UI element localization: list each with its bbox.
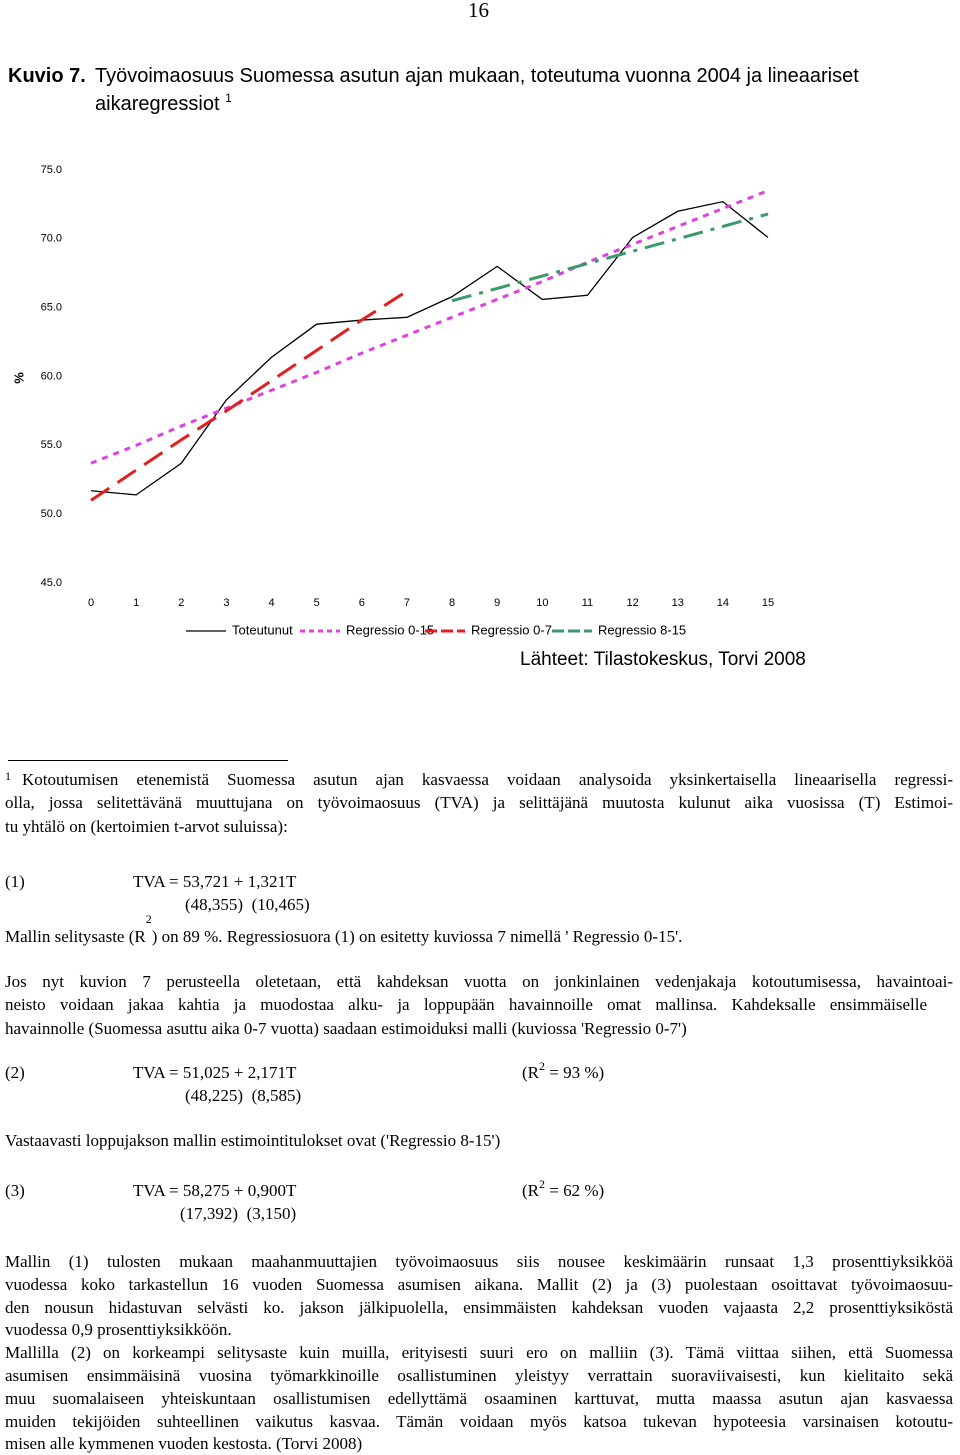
text: = 93 %)	[545, 1063, 605, 1082]
y-tick-label: 55.0	[41, 439, 62, 451]
text: (R	[522, 1063, 539, 1082]
series-line	[90, 200, 769, 496]
legend-label: Regressio 8-15	[598, 622, 686, 637]
paragraph-line: vuodessa koko tarkastellun 16 vuoden Suo…	[5, 1274, 953, 1294]
paragraph-line: muu suomalaiseen yhteiskuntaan osallistu…	[5, 1388, 953, 1408]
text: Mallin selitysaste (R	[5, 927, 146, 946]
text: (R	[522, 1181, 539, 1200]
fit-note: Mallin selitysaste (R2) on 89 %. Regress…	[5, 912, 683, 948]
t-values: (17,392) (3,150)	[180, 1204, 297, 1223]
r-squared: (R2 = 62 %)	[522, 1177, 605, 1202]
paragraph-line: neisto voidaan jakaa kahtia ja muodostaa…	[5, 995, 927, 1014]
equation: TVA = 58,275 + 0,900T	[133, 1181, 297, 1200]
paragraph-line: misen alle kymmenen vuoden kestosta. (To…	[5, 1434, 363, 1454]
legend-label: Regressio 0-7	[471, 622, 552, 637]
figure-caption: Työvoimaosuus Suomessa asutun ajan mukaa…	[95, 65, 859, 87]
paragraph-line: muiden tekijöiden suhteellinen vaikutus …	[5, 1411, 953, 1431]
footnote-line: tu yhtälö on (kertoimien t-arvot suluiss…	[5, 817, 288, 836]
r-squared: (R2 = 93 %)	[522, 1059, 605, 1084]
x-tick-label: 13	[672, 597, 684, 609]
source: Lähteet: Tilastokeskus, Torvi 2008	[520, 649, 806, 670]
superscript: 2	[145, 912, 152, 926]
paragraph-line: Vastaavasti loppujakson mallin estimoint…	[5, 1131, 501, 1150]
footnote-line: Kotoutumisen etenemistä Suomessa asutun …	[22, 770, 953, 789]
equation: TVA = 51,025 + 2,171T	[133, 1063, 297, 1082]
x-tick-label: 4	[268, 597, 274, 609]
equation: TVA = 53,721 + 1,321T	[133, 872, 297, 891]
x-tick-label: 3	[223, 597, 229, 609]
x-tick-label: 2	[178, 597, 184, 609]
equation-number: (2)	[5, 1063, 25, 1082]
paragraph-line: den nousun hidastuvan selvästi ko. jakso…	[5, 1297, 953, 1317]
x-tick-label: 8	[449, 597, 455, 609]
y-tick-label: 50.0	[41, 508, 62, 520]
legend-label: Regressio 0-15	[346, 622, 434, 637]
footnote-line: olla, jossa selitettävänä muuttujana on …	[5, 793, 953, 812]
y-tick-label: 65.0	[41, 302, 62, 314]
text: = 62 %)	[545, 1181, 605, 1200]
series-line	[451, 212, 769, 303]
x-tick-label: 7	[404, 597, 410, 609]
paragraph-line: Jos nyt kuvion 7 perusteella oletetaan, …	[5, 972, 953, 991]
paragraph-line: Mallilla (2) on korkeampi selitysaste ku…	[5, 1343, 953, 1363]
x-tick-label: 14	[717, 597, 729, 609]
paragraph-line: Mallin (1) tulosten mukaan maahanmuuttaj…	[5, 1252, 953, 1271]
y-tick-label: 60.0	[41, 370, 62, 382]
y-tick-label: 45.0	[41, 577, 62, 589]
caption-note: 1	[225, 91, 232, 105]
x-tick-label: 0	[88, 597, 94, 609]
y-tick-label: 75.0	[41, 164, 62, 176]
t-values: (48,225) (8,585)	[185, 1086, 302, 1105]
paragraph-line: havainnolle (Suomessa asuttu aika 0-7 vu…	[5, 1019, 687, 1038]
figure-label: Kuvio 7.	[8, 65, 86, 87]
x-tick-label: 11	[582, 597, 593, 609]
x-tick-label: 5	[314, 597, 320, 609]
x-tick-label: 12	[626, 597, 638, 609]
superscript: 2	[539, 1059, 545, 1073]
x-tick-label: 6	[359, 597, 365, 609]
x-tick-label: 9	[494, 597, 500, 609]
footnote-rule	[8, 760, 288, 761]
y-axis-label: %	[11, 372, 26, 384]
x-tick-label: 1	[133, 597, 139, 609]
x-tick-label: 15	[762, 597, 774, 609]
series-line	[90, 189, 769, 465]
chart: %45.050.055.060.065.070.075.00 1 2 3 4 5 6 7 8 9 1…	[11, 164, 774, 638]
equation-number: (3)	[5, 1181, 25, 1200]
footnote-marker: 1	[5, 769, 11, 783]
series-line	[90, 289, 408, 502]
paragraph-line: vuodessa 0,9 prosenttiyksikköön.	[5, 1320, 232, 1340]
superscript: 2	[539, 1177, 545, 1191]
equation-number: (1)	[5, 872, 25, 891]
t-values: (48,355) (10,465)	[185, 895, 310, 914]
caption-text: aikaregressiot	[95, 93, 220, 115]
x-tick-label: 10	[536, 597, 548, 609]
figure-caption: aikaregressiot 1	[95, 91, 232, 116]
text: ) on 89 %. Regressiosuora (1) on esitett…	[151, 927, 683, 946]
page-number: 16	[468, 0, 489, 22]
paragraph-line: asumisen ensimmäisinä vuosina työmarkkin…	[5, 1366, 953, 1385]
legend-label: Toteutunut	[232, 622, 293, 637]
y-tick-label: 70.0	[41, 233, 62, 245]
